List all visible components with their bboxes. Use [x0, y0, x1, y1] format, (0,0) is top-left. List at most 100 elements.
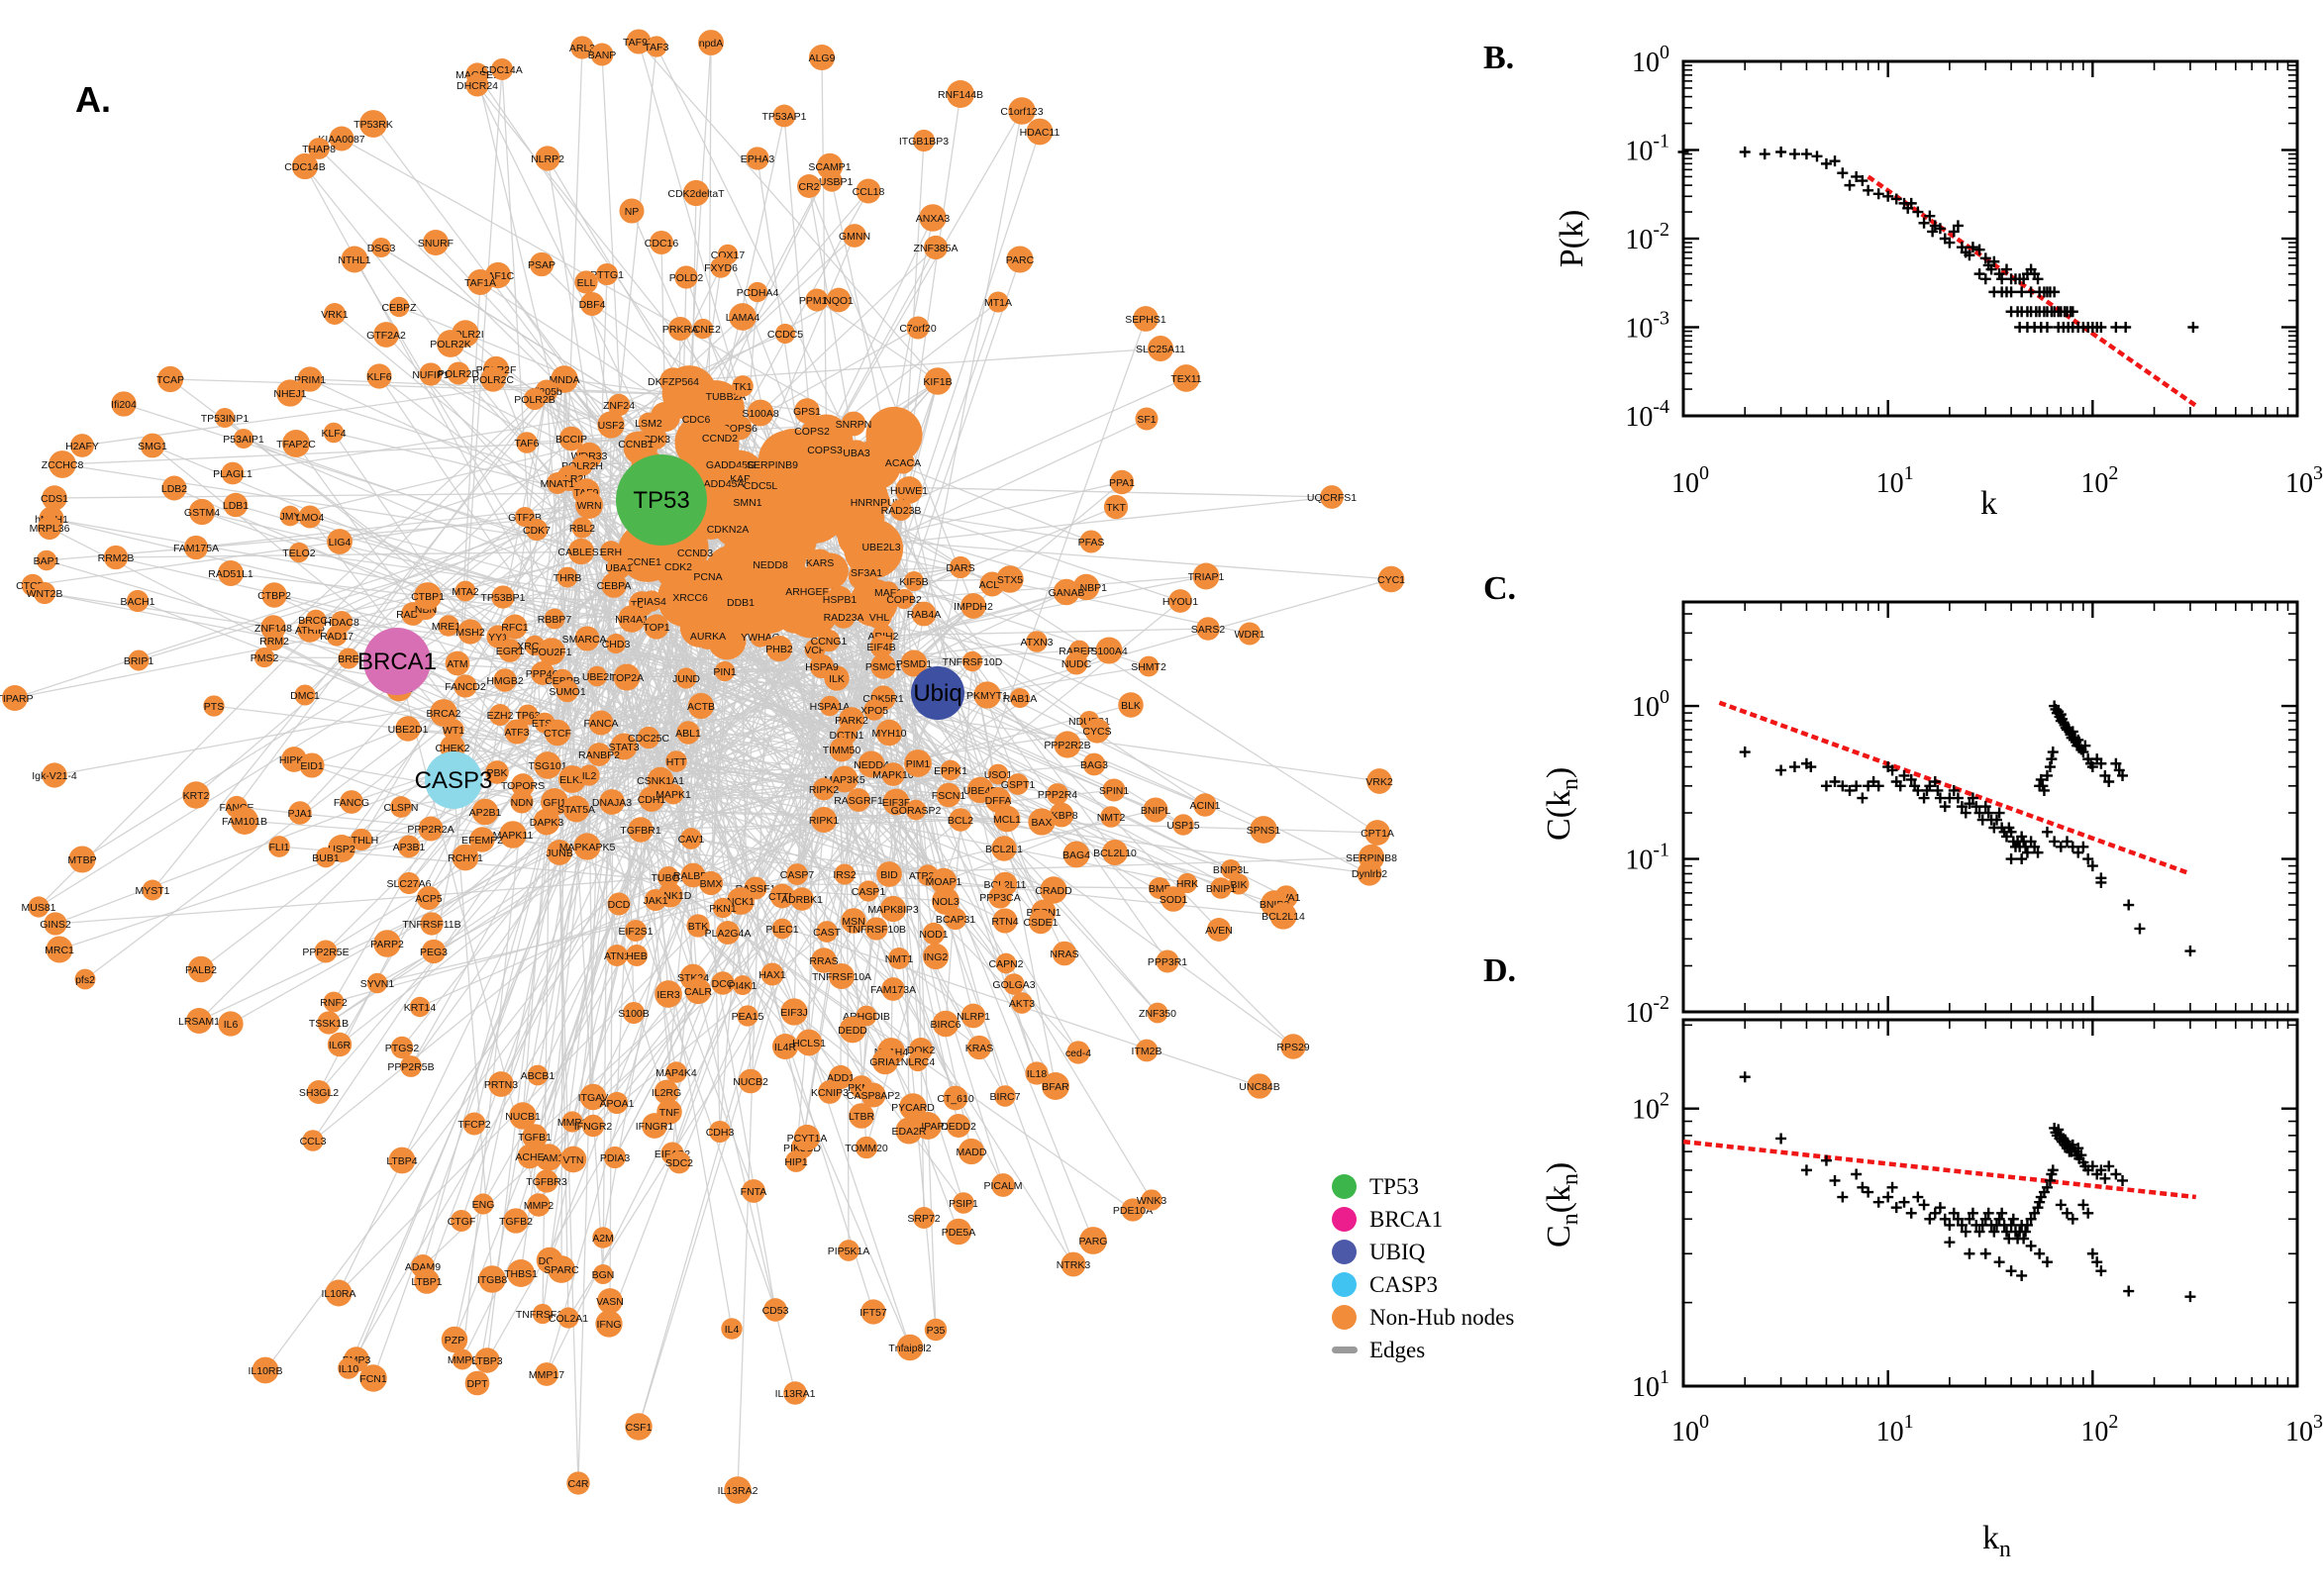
network-node-label: PI4K1 [729, 980, 758, 992]
scatter-point [1979, 273, 1991, 285]
network-node [808, 44, 836, 71]
network-node-label: HSPB1 [823, 594, 858, 606]
network-node-label: DHCR24 [456, 80, 498, 92]
network-node [687, 692, 715, 720]
network-edge [877, 501, 1045, 913]
network-node-label: FLI1 [268, 842, 289, 853]
network-node [856, 178, 881, 204]
network-node-label: CTGF [448, 1216, 476, 1228]
scatter-point [2113, 764, 2125, 776]
network-node [478, 1265, 506, 1293]
network-node-label: UBE2D1 [388, 724, 429, 736]
network-node-label: RRM2B [98, 552, 135, 564]
network-node [558, 426, 584, 451]
network-node-label: ATXN3 [1020, 637, 1053, 648]
network-node [42, 485, 67, 511]
network-node-label: TNFRSF1A [516, 1309, 569, 1321]
network-node [547, 472, 568, 494]
network-edge [586, 638, 594, 1098]
network-node [414, 582, 442, 610]
network-node-label: GADD45A [695, 478, 744, 490]
network-node [491, 585, 515, 609]
network-edge [672, 793, 974, 1017]
scatter-point [2044, 761, 2056, 773]
network-node [665, 1061, 687, 1083]
network-edge [385, 334, 582, 552]
network-node [437, 330, 464, 357]
network-node [644, 888, 667, 912]
axis-tick-label: 103 [2285, 462, 2323, 499]
network-node-label: DCC [712, 978, 735, 990]
network-node-label: BCL2L10 [1093, 848, 1137, 859]
axis-tick-label: 102 [2080, 462, 2118, 499]
network-node [603, 1146, 627, 1169]
network-node-label: CASP7 [780, 869, 815, 881]
network-node-label: EDA2R [891, 1126, 926, 1138]
network-node [452, 844, 479, 871]
network-node [737, 491, 758, 513]
network-node-label: SNRPN [836, 419, 872, 431]
network-node [452, 1348, 473, 1370]
network-node [420, 912, 444, 936]
scatter-point [2007, 1213, 2019, 1225]
network-edge [461, 482, 558, 1360]
network-node [896, 1334, 924, 1361]
scatter-point [1982, 1207, 1994, 1219]
network-node [791, 493, 824, 526]
scatter-point [1811, 150, 1823, 162]
network-node-label: SDC2 [665, 1157, 693, 1169]
network-node [771, 918, 793, 940]
network-edge [273, 390, 548, 642]
network-node-label: CLSPN [383, 802, 418, 814]
scatter-point [2067, 1213, 2078, 1225]
network-node [469, 827, 495, 852]
network-node [738, 1068, 763, 1094]
brca1-legend-dot [1332, 1207, 1357, 1232]
network-node-label: VRK2 [1365, 776, 1393, 788]
network-node-label: DARS [946, 562, 974, 574]
network-node [1357, 860, 1382, 886]
network-node-label: PEA15 [732, 1011, 764, 1023]
network-node [533, 808, 560, 836]
network-node [936, 782, 961, 808]
network-node-label: NP [625, 206, 640, 218]
axis-tick-label: 10-2 [1625, 219, 1669, 255]
network-node [867, 533, 895, 560]
network-node [966, 1035, 992, 1060]
network-node [575, 491, 603, 519]
network-node [838, 1240, 859, 1261]
network-node-label: BUB1 [312, 852, 340, 864]
network-node [218, 560, 244, 586]
scatter-point [2187, 322, 2199, 333]
network-node [832, 605, 856, 629]
network-node [451, 1210, 472, 1232]
network-node [1143, 797, 1168, 823]
network-node [783, 1381, 807, 1405]
scatter-point [1985, 263, 1997, 275]
network-node [737, 1005, 758, 1027]
network-node-label: CSDE1 [1023, 917, 1058, 929]
network-node [70, 434, 94, 457]
network-node-label: DFFA [985, 795, 1012, 807]
scatter-point [1820, 780, 1832, 792]
network-node-label: TOP2A [610, 672, 644, 684]
network-legend: TP53 BRCA1 UBIQ CASP3 Non-Hub nodes Edges [1332, 1170, 1514, 1366]
network-edge [880, 646, 974, 1017]
network-node-label: GSPT1 [1001, 779, 1036, 791]
network-node-label: RAB4A [907, 609, 941, 621]
network-node [472, 1193, 494, 1215]
network-node [637, 726, 660, 749]
network-node [863, 699, 885, 721]
network-node [488, 1071, 514, 1097]
scatter-point [1882, 190, 1894, 202]
network-node-label: TFCP2 [457, 1119, 490, 1131]
network-node [667, 316, 693, 342]
network-edge [685, 677, 919, 764]
network-node-label: THBS1 [504, 1268, 538, 1280]
scatter-point [2025, 1213, 2037, 1225]
network-edge [638, 41, 939, 382]
network-node [390, 1036, 414, 1059]
network-edge [917, 762, 929, 876]
network-node-label: GORASP2 [891, 805, 942, 817]
